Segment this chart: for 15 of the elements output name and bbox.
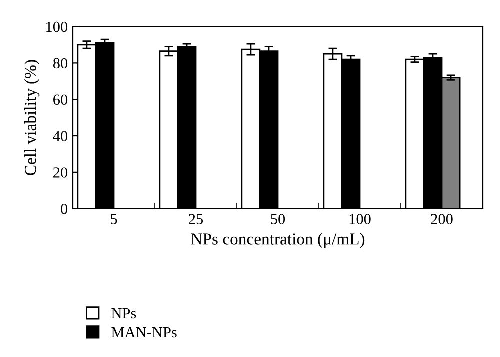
x-tick-label: 5 bbox=[111, 214, 118, 224]
y-tick-label: 20 bbox=[54, 168, 68, 178]
y-tick-label: 40 bbox=[53, 131, 68, 142]
y-tick-label: 60 bbox=[54, 94, 68, 106]
legend-label: MAN-NPs bbox=[112, 327, 177, 338]
x-tick-label: 200 bbox=[431, 214, 453, 224]
x-tick-label: 100 bbox=[350, 214, 371, 224]
y-axis-title: Cell viability (%) bbox=[24, 60, 40, 176]
y-tick-label: 80 bbox=[53, 58, 68, 69]
y-tick-label: 0 bbox=[61, 204, 68, 214]
legend-label: NPs bbox=[112, 308, 136, 319]
x-tick-label: 50 bbox=[271, 214, 286, 224]
x-tick-label: 25 bbox=[189, 214, 204, 224]
x-axis-title: NPs concentration (μ/mL) bbox=[191, 233, 365, 248]
y-tick-label: 100 bbox=[46, 22, 68, 32]
